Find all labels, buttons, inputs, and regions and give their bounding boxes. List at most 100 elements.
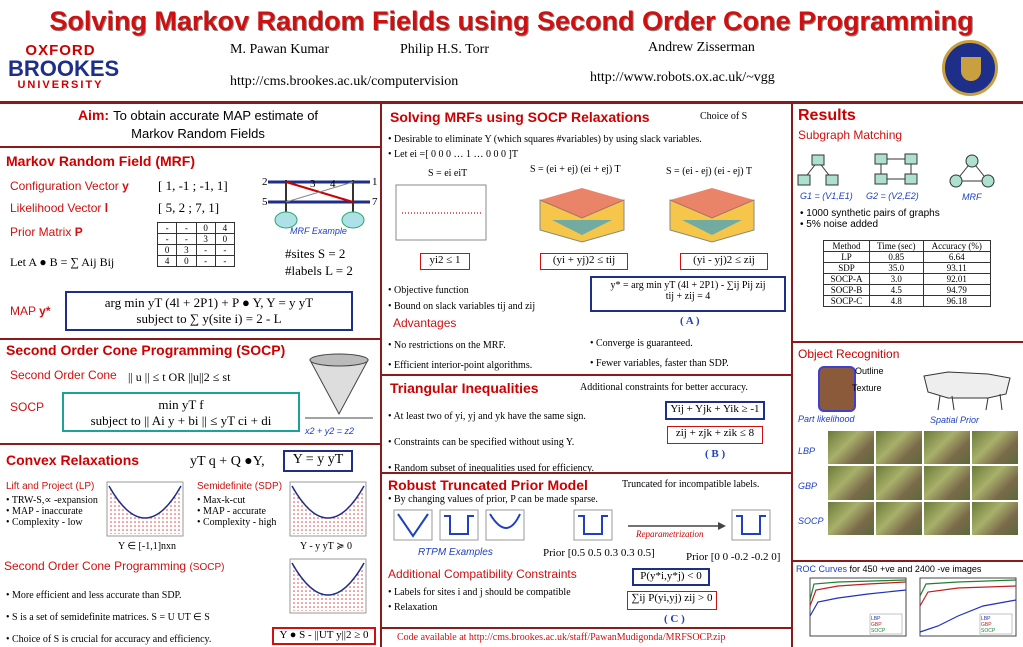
results-cell: 92.01 [922,273,992,285]
label-c: ( C ) [664,613,685,625]
roc-gbp-line [809,581,907,607]
s-choice-2: S = (ei + ej) (ei + ej) T [530,164,621,175]
results-cell: LP [823,251,870,263]
spatial-prior-caption: Spatial Prior [930,415,980,425]
objective-list: Objective functionBound on slack variabl… [388,283,535,315]
lp-list: TRW-S,∝ -expansionMAP - inaccurateComple… [6,495,98,528]
triangular-note: Additional constraints for better accura… [580,382,748,393]
acc-eq-2: ∑ij P(yi,yj) zij > 0 [627,591,717,610]
logo-oxford: OXFORD [25,42,96,59]
recognition-grid [828,431,1018,535]
subgraph-diagrams [797,153,995,188]
brookes-url[interactable]: http://cms.brookes.ac.uk/computervision [230,74,459,89]
code-url[interactable]: Code available at http://cms.brookes.ac.… [397,632,726,643]
prior-example-1: Prior [0.5 0.5 0.3 0.3 0.5] [543,547,655,559]
prior-cell: 0 [195,222,216,234]
rtp-heading: Robust Truncated Prior Model [388,477,588,493]
map-formula-box: arg min yT (4l + 2P1) + P ● Y, Y = y yT s… [65,291,353,331]
roc-legend-1: LBP GBP SOCP [871,616,886,634]
triangular-list: At least two of yi, yj and yk have the s… [388,404,594,482]
results-cell: SDP [823,262,870,274]
triangle-eq-1: Yij + Yjk + Yik ≥ -1 [665,401,765,420]
result-image [972,466,1018,500]
results-cell: SOCP-B [823,284,870,296]
prior-cell: 4 [214,222,236,234]
results-cell: 4.8 [868,295,924,307]
poster-title: Solving Markov Random Fields using Secon… [49,6,974,36]
map-label: MAP y* [10,304,51,318]
socp-relax-title: Second Order Cone Programming (SOCP) [4,559,225,573]
lbp-row-label: LBP [798,446,816,456]
result-image [972,501,1018,535]
prior-cell: 0 [156,244,178,256]
s-choice-1: S = ei eiT [428,168,468,179]
advantages-heading: Advantages [393,316,457,330]
spatial-prior-diagram [923,371,1011,411]
prior-example-2: Prior [0 0 -0.2 -0.2 0] [686,551,781,563]
result-image [924,501,970,535]
roc-chart-2 [919,577,1017,637]
graph-num-7: 7 [372,196,378,208]
triangular-heading: Triangular Inequalities [390,380,539,396]
results-cell: 3.0 [868,273,924,285]
cone-equation: || u || ≤ t OR ||u||2 ≤ st [128,370,231,384]
labels-count: #labels L = 2 [285,263,353,278]
rule [382,472,791,474]
constraint-2: (yi + yj)2 ≤ tij [540,253,628,270]
results-cell: SOCP-A [823,273,870,285]
cone-caption: x2 + y2 = z2 [305,426,355,436]
g1-caption: G1 = (V1,E1) [800,191,853,201]
g2-caption: G2 = (V2,E2) [866,191,919,201]
results-cell: 6.64 [922,251,992,263]
label-b: ( B ) [705,448,726,460]
advantages-list-2: Converge is guaranteed.Fewer variables, … [590,334,729,374]
roc-lbp-line [809,589,907,617]
result-image [876,466,922,500]
convex-heading: Convex Relaxations [6,452,140,468]
socp-relax-list: More efficient and less accurate than SD… [6,585,211,647]
result-image [876,431,922,465]
convex-objective: yT q + Q ●Y, [190,454,265,469]
roc-legend-2: LBP GBP SOCP [981,616,996,634]
results-col-header: Accuracy (%) [922,240,992,252]
roc-charts [809,577,1017,637]
mrf-heading: Markov Random Field (MRF) [6,153,196,169]
socp-problem-box: min yT f subject to || Ai y + bi || ≤ yT … [62,392,300,432]
rule [0,443,380,445]
oxford-url[interactable]: http://www.robots.ox.ac.uk/~vgg [590,70,775,85]
solving-heading: Solving MRFs using SOCP Relaxations [390,109,650,125]
surface-plot-2 [539,188,625,243]
cow-outline-image [818,366,856,412]
results-cell: 96.18 [922,295,992,307]
aim: Aim: To obtain accurate MAP estimate of M… [77,107,319,141]
result-image [828,501,874,535]
y-constraint-box: Y = y yT [283,450,353,472]
sdp-title: Semidefinite (SDP) [197,481,283,492]
graph-num-1: 1 [372,176,378,188]
lp-caption: Y ∈ [-1,1]nxn [118,541,177,552]
choice-of-s: Choice of S [700,111,748,122]
results-col-header: Method [823,240,870,252]
likelihood-label: Likelihood Vector l [10,201,109,215]
subgraph-heading: Subgraph Matching [798,128,903,142]
rtpm-examples-caption: RTPM Examples [418,547,493,558]
sites-count: #sites S = 2 [285,246,346,261]
author-zisserman: Andrew Zisserman [648,40,755,55]
result-image [972,431,1018,465]
prior-cell: - [195,255,216,267]
rule [382,374,791,376]
prior-cell: - [195,244,216,256]
prior-cell: - [176,222,197,234]
subgraph-list: 1000 synthetic pairs of graphs5% noise a… [800,208,939,230]
table-row: LP 0.85 6.64 [823,251,992,263]
sdp-plot [289,481,367,537]
object-recognition-heading: Object Recognition [798,347,900,361]
roc-gbp-line [919,585,1017,607]
cone-label: Second Order Cone [10,368,117,382]
results-cell: 0.85 [868,251,924,263]
socp-heading: Second Order Cone Programming (SOCP) [6,342,286,358]
result-image [924,466,970,500]
column-divider-2 [791,104,793,647]
